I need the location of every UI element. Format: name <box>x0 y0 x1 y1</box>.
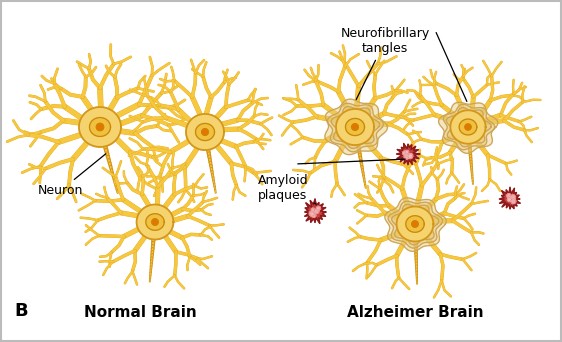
Polygon shape <box>89 118 111 136</box>
Text: B: B <box>14 302 28 320</box>
Polygon shape <box>316 206 320 210</box>
Polygon shape <box>409 154 413 157</box>
Text: Neuron: Neuron <box>38 154 106 197</box>
Text: Normal Brain: Normal Brain <box>84 305 196 320</box>
Polygon shape <box>450 110 486 144</box>
Polygon shape <box>186 114 224 150</box>
Polygon shape <box>438 102 498 153</box>
Polygon shape <box>309 211 314 216</box>
Polygon shape <box>404 155 409 159</box>
Polygon shape <box>325 99 387 155</box>
Polygon shape <box>500 187 520 209</box>
Polygon shape <box>459 119 477 135</box>
Polygon shape <box>412 221 418 227</box>
Polygon shape <box>315 209 319 213</box>
Polygon shape <box>202 129 209 135</box>
Polygon shape <box>397 207 433 241</box>
Polygon shape <box>406 216 424 232</box>
Polygon shape <box>328 103 383 152</box>
Polygon shape <box>443 104 495 150</box>
Polygon shape <box>305 199 326 223</box>
Polygon shape <box>311 208 315 211</box>
Polygon shape <box>152 219 158 225</box>
Polygon shape <box>312 213 316 217</box>
Polygon shape <box>511 195 515 199</box>
Polygon shape <box>397 144 420 165</box>
Polygon shape <box>196 123 215 141</box>
Polygon shape <box>385 198 446 251</box>
Text: Neurofibrillary
tangles: Neurofibrillary tangles <box>341 27 429 100</box>
Polygon shape <box>511 199 516 204</box>
Polygon shape <box>352 124 359 130</box>
Polygon shape <box>336 109 374 145</box>
Polygon shape <box>446 108 491 147</box>
Polygon shape <box>331 107 380 148</box>
Polygon shape <box>137 205 174 239</box>
Polygon shape <box>507 198 511 201</box>
Polygon shape <box>96 123 103 131</box>
Polygon shape <box>507 194 511 198</box>
Polygon shape <box>388 201 442 248</box>
Text: Alzheimer Brain: Alzheimer Brain <box>347 305 483 320</box>
Text: Amyloid
plaques: Amyloid plaques <box>258 174 316 204</box>
Polygon shape <box>465 124 471 130</box>
Polygon shape <box>146 214 164 230</box>
Polygon shape <box>403 151 407 155</box>
Polygon shape <box>405 150 409 154</box>
Polygon shape <box>346 118 365 135</box>
Polygon shape <box>79 107 121 147</box>
Polygon shape <box>392 205 439 245</box>
Polygon shape <box>408 154 413 159</box>
Polygon shape <box>507 198 511 201</box>
